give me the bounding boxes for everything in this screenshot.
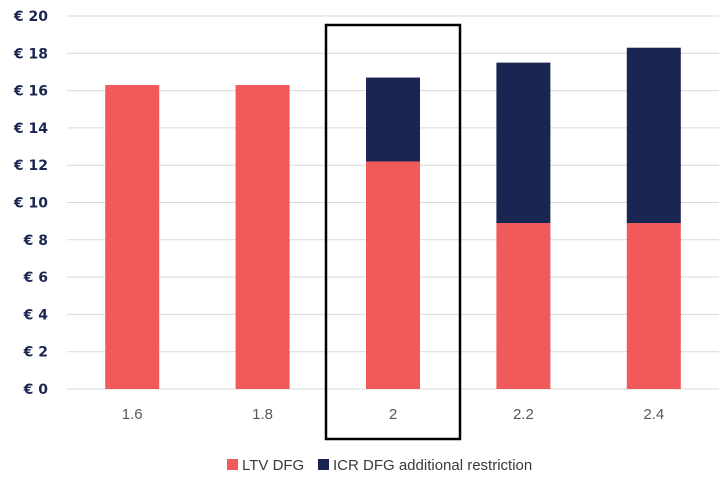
- y-tick-label: € 18: [13, 46, 48, 62]
- y-tick-label: € 14: [13, 121, 48, 137]
- y-tick-label: € 16: [13, 84, 48, 100]
- bars: [105, 47, 681, 389]
- y-tick-label: € 6: [23, 270, 48, 286]
- x-tick-label: 2: [389, 406, 397, 423]
- bar-segment-icr-dfg-2: [366, 77, 420, 162]
- bar-segment-ltv-dfg-2.2: [496, 223, 551, 389]
- y-tick-label: € 20: [13, 9, 48, 25]
- bar-segment-ltv-dfg-1.6: [105, 85, 160, 389]
- y-tick-label: € 2: [23, 345, 48, 361]
- y-tick-label: € 8: [23, 233, 48, 249]
- x-tick-label: 2.4: [643, 406, 664, 423]
- bar-segment-ltv-dfg-1.8: [235, 85, 290, 389]
- bar-segment-icr-dfg-2.2: [496, 62, 551, 224]
- bar-segment-icr-dfg-2.4: [626, 47, 681, 224]
- legend-label-ltv-dfg: LTV DFG: [242, 457, 304, 474]
- legend-swatch-icr-dfg: [318, 459, 329, 470]
- bar-segment-ltv-dfg-2: [366, 161, 420, 389]
- x-tick-label: 2.2: [513, 406, 534, 423]
- y-tick-label: € 4: [23, 307, 49, 323]
- legend-swatch-ltv-dfg: [227, 459, 238, 470]
- y-tick-label: € 0: [23, 382, 49, 398]
- x-tick-label: 1.6: [122, 406, 143, 423]
- x-tick-label: 1.8: [252, 406, 273, 423]
- legend: LTV DFG ICR DFG additional restriction: [227, 457, 532, 474]
- legend-label-icr-dfg: ICR DFG additional restriction: [333, 457, 532, 474]
- y-axis-ticks: € 0 € 2 € 4 € 6 € 8 € 10 € 12 € 14 € 16 € 18 € 20: [13, 9, 48, 398]
- y-tick-label: € 10: [13, 196, 48, 212]
- y-tick-label: € 12: [13, 158, 48, 174]
- x-axis-ticks: 1.6 1.8 2 2.2 2.4: [122, 406, 664, 423]
- bar-segment-ltv-dfg-2.4: [626, 223, 681, 389]
- highlight-box: [324, 23, 462, 441]
